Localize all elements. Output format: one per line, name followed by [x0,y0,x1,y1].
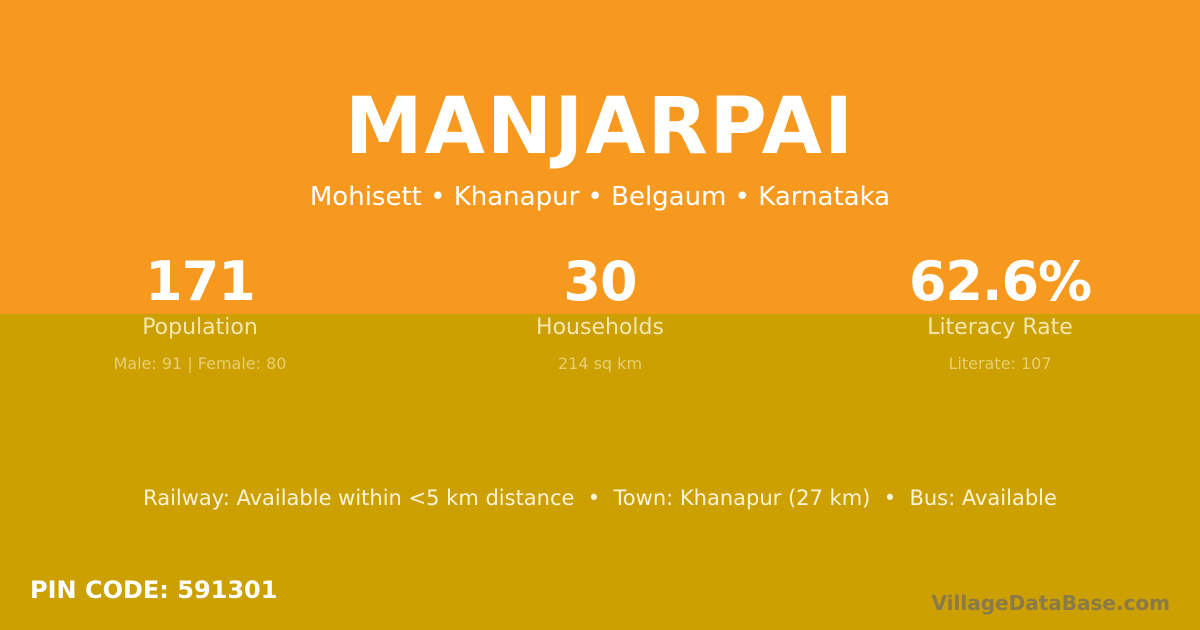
stat-label: Literacy Rate [927,315,1073,340]
stat-label: Population [142,315,258,340]
stat-value: 171 [145,250,256,313]
header-band [0,0,1200,314]
stat-detail: Literate: 107 [948,354,1052,373]
village-name: MANJARPAI [344,82,856,172]
footer-band [0,314,1200,630]
stat-detail: Male: 91 | Female: 80 [113,354,287,373]
location-breadcrumb: Mohisett • Khanapur • Belgaum • Karnatak… [309,182,891,212]
brand-logo: VillageDataBase.com [931,591,1170,615]
stat-value: 62.6% [908,250,1092,313]
stat-label: Households [536,315,664,340]
stat-detail: 214 sq km [557,354,643,373]
access-info: Railway: Available within <5 km distance… [143,486,1057,510]
pin-code: PIN CODE: 591301 [30,576,278,604]
stat-value: 30 [563,250,637,313]
